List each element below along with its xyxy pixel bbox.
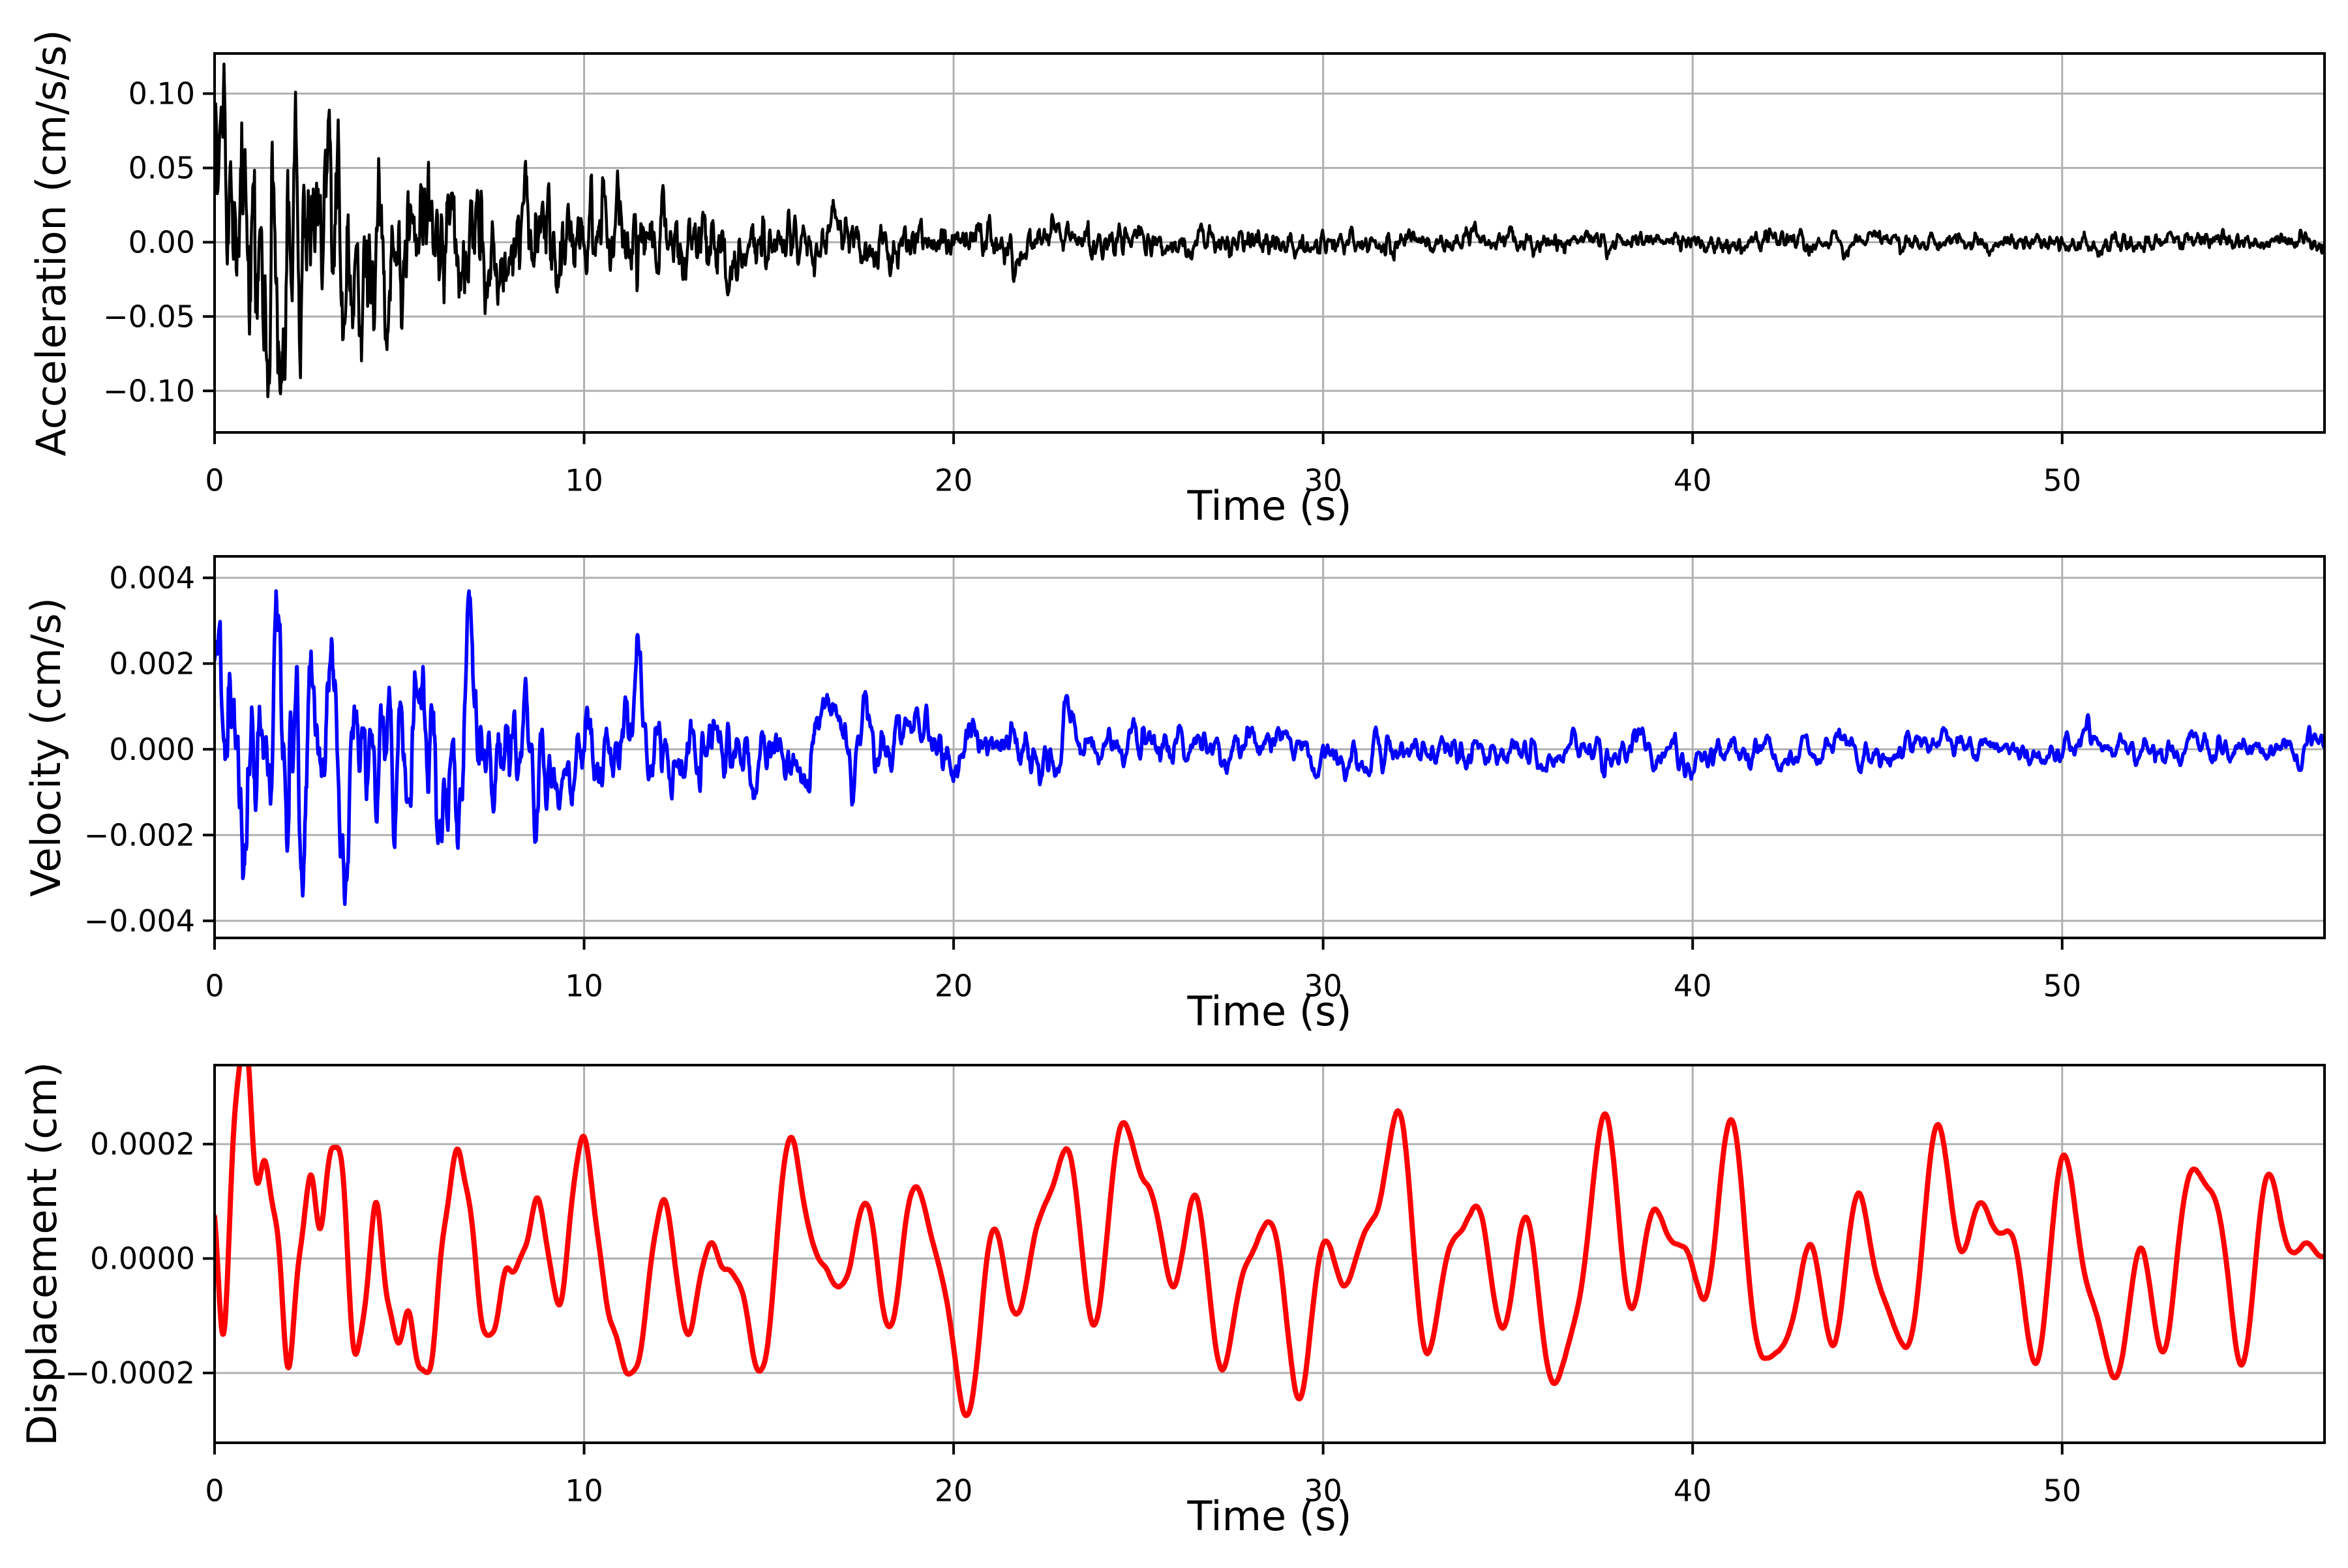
x-tick-label: 20 xyxy=(935,968,973,1003)
y-tick-label: 0.004 xyxy=(109,560,195,596)
y-axis-label: Acceleration (cm/s/s) xyxy=(27,29,75,456)
y-tick-label: −0.004 xyxy=(84,903,195,939)
x-tick-label: 40 xyxy=(1674,968,1712,1003)
y-tick-label: 0.05 xyxy=(128,151,195,186)
x-tick-label: 0 xyxy=(205,968,224,1003)
x-tick-label: 10 xyxy=(565,462,603,498)
tick-labels: 0 10 20 30 40 50 0.0002 0.0000 −0.0002 xyxy=(65,1126,2082,1508)
x-tick-label: 20 xyxy=(935,1473,973,1508)
acceleration-subplot: 0 10 20 30 40 50 0.10 0.05 0.00 −0.05 −0.10 Time (s… xyxy=(27,29,2326,530)
x-axis-label: Time (s) xyxy=(1186,1492,1351,1540)
y-tick-label: 0.0000 xyxy=(90,1241,195,1276)
y-tick-label: 0.10 xyxy=(128,76,195,112)
y-tick-label: 0.0002 xyxy=(90,1126,195,1162)
y-tick-label: 0.00 xyxy=(128,224,195,260)
y-tick-label: −0.002 xyxy=(84,817,195,852)
displacement-trace xyxy=(215,1065,2325,1419)
y-tick-label: 0.000 xyxy=(109,732,195,767)
x-tick-label: 20 xyxy=(935,462,973,498)
tick-marks xyxy=(203,92,2064,444)
x-tick-label: 10 xyxy=(565,1473,603,1508)
y-tick-label: −0.05 xyxy=(103,299,195,334)
tick-labels: 0 10 20 30 40 50 0.10 0.05 0.00 −0.05 −0.10 xyxy=(103,76,2081,498)
tick-labels: 0 10 20 30 40 50 0.004 0.002 0.000 −0.002 −0.004 xyxy=(84,560,2081,1003)
tick-marks xyxy=(203,576,2064,950)
axes-spines xyxy=(213,1064,2326,1444)
axes-spines xyxy=(213,555,2326,939)
velocity-trace xyxy=(215,589,2325,907)
x-tick-label: 30 xyxy=(1304,1473,1342,1508)
tick-marks xyxy=(203,1143,2064,1455)
x-tick-label: 0 xyxy=(205,1473,224,1508)
x-tick-label: 50 xyxy=(2043,968,2081,1003)
x-axis-label: Time (s) xyxy=(1186,988,1351,1035)
x-tick-label: 30 xyxy=(1304,462,1342,498)
y-tick-label: −0.10 xyxy=(103,373,195,408)
y-axis-label: Velocity (cm/s) xyxy=(22,597,70,897)
x-tick-label: 30 xyxy=(1304,968,1342,1003)
x-tick-label: 10 xyxy=(565,968,603,1003)
x-tick-label: 40 xyxy=(1674,1473,1712,1508)
x-tick-label: 0 xyxy=(205,462,224,498)
acceleration-trace xyxy=(215,62,2325,399)
velocity-subplot: 0 10 20 30 40 50 0.004 0.002 0.000 −0.002 −0.004 Ti… xyxy=(22,555,2326,1035)
y-axis-label: Displacement (cm) xyxy=(18,1062,66,1446)
x-tick-label: 40 xyxy=(1674,462,1712,498)
x-axis-label: Time (s) xyxy=(1186,482,1351,530)
x-tick-label: 50 xyxy=(2043,462,2081,498)
y-tick-label: −0.0002 xyxy=(65,1355,196,1391)
displacement-subplot: 0 10 20 30 40 50 0.0002 0.0000 −0.0002 Time (s) Di… xyxy=(18,1062,2326,1540)
x-tick-label: 50 xyxy=(2043,1473,2081,1508)
y-tick-label: 0.002 xyxy=(109,646,195,681)
